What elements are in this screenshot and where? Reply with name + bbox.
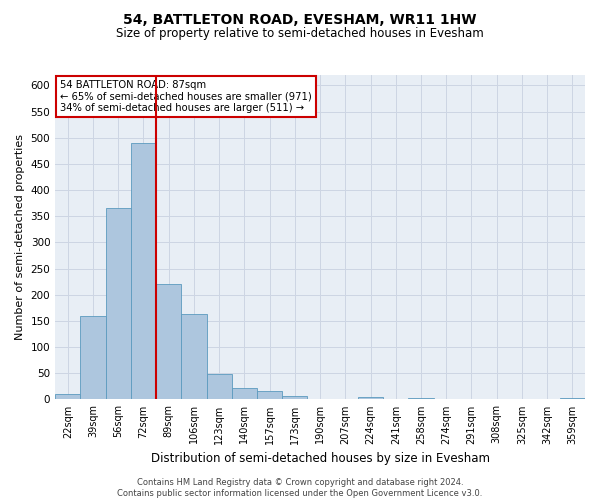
- Bar: [131, 143, 156, 400]
- Bar: [282, 396, 307, 400]
- Bar: [257, 390, 282, 400]
- Bar: [232, 388, 257, 400]
- Bar: [181, 314, 206, 400]
- X-axis label: Distribution of semi-detached houses by size in Evesham: Distribution of semi-detached houses by …: [151, 452, 490, 465]
- Bar: [409, 398, 434, 400]
- Text: 54 BATTLETON ROAD: 87sqm
← 65% of semi-detached houses are smaller (971)
34% of : 54 BATTLETON ROAD: 87sqm ← 65% of semi-d…: [61, 80, 312, 113]
- Bar: [55, 394, 80, 400]
- Bar: [156, 284, 181, 400]
- Text: Contains HM Land Registry data © Crown copyright and database right 2024.
Contai: Contains HM Land Registry data © Crown c…: [118, 478, 482, 498]
- Bar: [560, 398, 585, 400]
- Bar: [106, 208, 131, 400]
- Bar: [80, 316, 106, 400]
- Y-axis label: Number of semi-detached properties: Number of semi-detached properties: [15, 134, 25, 340]
- Bar: [206, 374, 232, 400]
- Text: Size of property relative to semi-detached houses in Evesham: Size of property relative to semi-detach…: [116, 28, 484, 40]
- Bar: [358, 397, 383, 400]
- Text: 54, BATTLETON ROAD, EVESHAM, WR11 1HW: 54, BATTLETON ROAD, EVESHAM, WR11 1HW: [123, 12, 477, 26]
